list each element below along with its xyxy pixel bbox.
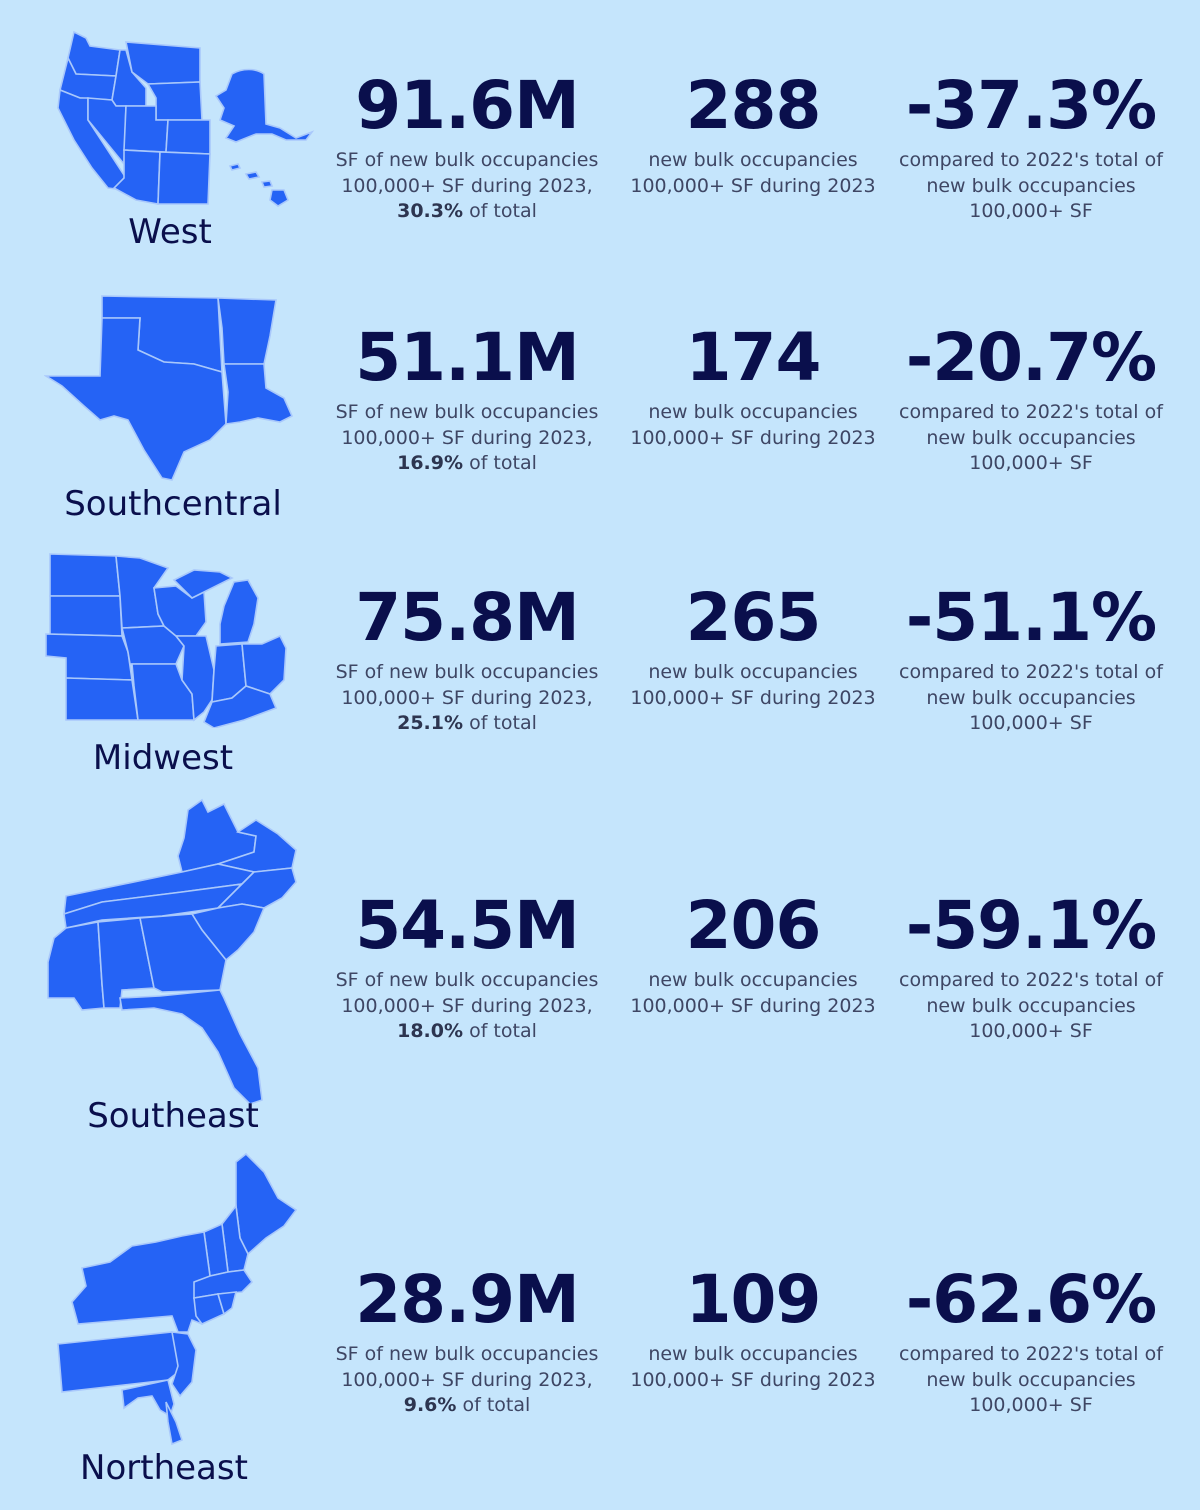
square-footage-stat: 91.6M SF of new bulk occupancies 100,000… xyxy=(326,68,608,225)
occupancy-count-value: 174 xyxy=(685,319,822,396)
occupancy-count-description: new bulk occupancies 100,000+ SF during … xyxy=(630,1343,876,1391)
year-over-year-change-stat: -62.6% compared to 2022's total of new b… xyxy=(897,1262,1165,1419)
occupancy-count-value: 206 xyxy=(685,887,822,964)
occupancy-count-stat: 206 new bulk occupancies 100,000+ SF dur… xyxy=(620,888,886,1019)
occupancy-count-value: 288 xyxy=(685,67,822,144)
occupancy-count-stat: 109 new bulk occupancies 100,000+ SF dur… xyxy=(620,1262,886,1393)
year-over-year-change-description: compared to 2022's total of new bulk occ… xyxy=(899,1343,1163,1416)
year-over-year-change-value: -51.1% xyxy=(905,579,1157,656)
share-of-total: 30.3% xyxy=(397,200,464,222)
region-west: West 91.6M SF of new bulk occupancies 10… xyxy=(0,0,1200,270)
occupancy-count-description: new bulk occupancies 100,000+ SF during … xyxy=(630,661,876,709)
square-footage-description: SF of new bulk occupancies 100,000+ SF d… xyxy=(335,401,599,474)
region-name: Northeast xyxy=(80,1448,248,1488)
occupancy-count-value: 265 xyxy=(685,579,822,656)
region-southeast: Southeast 54.5M SF of new bulk occupanci… xyxy=(0,790,1200,1150)
square-footage-description: SF of new bulk occupancies 100,000+ SF d… xyxy=(335,149,599,222)
square-footage-stat: 28.9M SF of new bulk occupancies 100,000… xyxy=(326,1262,608,1419)
year-over-year-change-stat: -51.1% compared to 2022's total of new b… xyxy=(897,580,1165,737)
year-over-year-change-description: compared to 2022's total of new bulk occ… xyxy=(899,401,1163,474)
year-over-year-change-value: -37.3% xyxy=(905,67,1157,144)
occupancy-count-stat: 265 new bulk occupancies 100,000+ SF dur… xyxy=(620,580,886,711)
region-name: Midwest xyxy=(92,738,234,778)
occupancy-count-description: new bulk occupancies 100,000+ SF during … xyxy=(630,149,876,197)
occupancy-count-stat: 174 new bulk occupancies 100,000+ SF dur… xyxy=(620,320,886,451)
region-name: Southcentral xyxy=(64,484,282,524)
square-footage-description: SF of new bulk occupancies 100,000+ SF d… xyxy=(335,661,599,734)
square-footage-description: SF of new bulk occupancies 100,000+ SF d… xyxy=(335,969,599,1042)
year-over-year-change-value: -62.6% xyxy=(905,1261,1157,1338)
region-midwest: Midwest 75.8M SF of new bulk occupancies… xyxy=(0,530,1200,790)
year-over-year-change-stat: -59.1% compared to 2022's total of new b… xyxy=(897,888,1165,1045)
share-of-total: 9.6% xyxy=(403,1394,457,1416)
year-over-year-change-value: -20.7% xyxy=(905,319,1157,396)
west-us-map-icon xyxy=(50,28,315,210)
region-name: Southeast xyxy=(87,1096,259,1136)
northeast-us-map-icon xyxy=(52,1152,298,1448)
share-of-total: 16.9% xyxy=(397,452,464,474)
occupancy-count-description: new bulk occupancies 100,000+ SF during … xyxy=(630,401,876,449)
share-of-total: 18.0% xyxy=(397,1020,464,1042)
square-footage-value: 75.8M xyxy=(355,579,580,656)
southcentral-us-map-icon xyxy=(44,292,296,484)
year-over-year-change-value: -59.1% xyxy=(905,887,1157,964)
square-footage-stat: 54.5M SF of new bulk occupancies 100,000… xyxy=(326,888,608,1045)
region-northeast: Northeast 28.9M SF of new bulk occupanci… xyxy=(0,1150,1200,1510)
year-over-year-change-description: compared to 2022's total of new bulk occ… xyxy=(899,969,1163,1042)
year-over-year-change-description: compared to 2022's total of new bulk occ… xyxy=(899,149,1163,222)
square-footage-description: SF of new bulk occupancies 100,000+ SF d… xyxy=(335,1343,599,1416)
year-over-year-change-stat: -37.3% compared to 2022's total of new b… xyxy=(897,68,1165,225)
region-name: West xyxy=(128,212,212,252)
year-over-year-change-description: compared to 2022's total of new bulk occ… xyxy=(899,661,1163,734)
midwest-us-map-icon xyxy=(44,552,294,728)
square-footage-value: 28.9M xyxy=(355,1261,580,1338)
occupancy-count-stat: 288 new bulk occupancies 100,000+ SF dur… xyxy=(620,68,886,199)
square-footage-value: 51.1M xyxy=(355,319,580,396)
occupancy-count-value: 109 xyxy=(685,1261,822,1338)
square-footage-value: 91.6M xyxy=(355,67,580,144)
southeast-us-map-icon xyxy=(42,798,300,1110)
square-footage-stat: 51.1M SF of new bulk occupancies 100,000… xyxy=(326,320,608,477)
occupancy-count-description: new bulk occupancies 100,000+ SF during … xyxy=(630,969,876,1017)
share-of-total: 25.1% xyxy=(397,712,464,734)
square-footage-value: 54.5M xyxy=(355,887,580,964)
square-footage-stat: 75.8M SF of new bulk occupancies 100,000… xyxy=(326,580,608,737)
year-over-year-change-stat: -20.7% compared to 2022's total of new b… xyxy=(897,320,1165,477)
region-southcentral: Southcentral 51.1M SF of new bulk occupa… xyxy=(0,270,1200,530)
